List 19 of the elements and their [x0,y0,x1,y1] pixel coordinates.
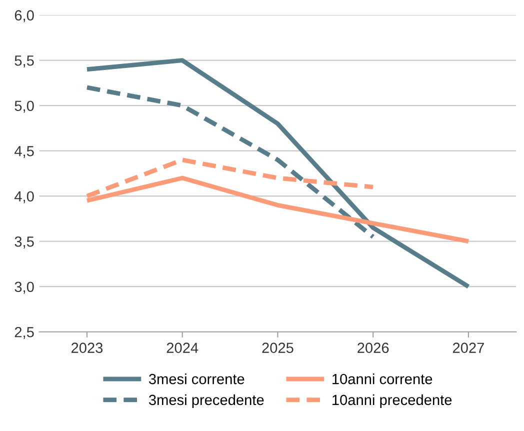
legend-label: 3mesi corrente [148,374,244,384]
line-series [84,58,471,289]
x-tick-label: 2027 [452,342,484,353]
x-tick-label: 2023 [72,342,103,353]
x-tick-label: 2026 [358,342,389,353]
y-tick-label: 6,0 [14,10,34,22]
y-tick-label: 5,0 [14,100,34,113]
y-tick-label: 3,0 [14,282,34,294]
x-tick-label: 2025 [262,342,294,353]
y-tick-label: 4,5 [14,146,34,158]
legend-label: 10anni corrente [332,374,432,384]
y-tick-label: 2,5 [14,326,34,340]
y-tick-label: 3,5 [14,236,34,249]
legend-label: 10anni precedente [332,394,452,408]
line-series [84,85,376,240]
x-tick-label: 2024 [166,342,198,353]
y-tick-label: 5,5 [14,56,34,68]
y-tick-label: 4,0 [14,191,34,204]
legend-label: 3mesi precedente [148,394,264,408]
